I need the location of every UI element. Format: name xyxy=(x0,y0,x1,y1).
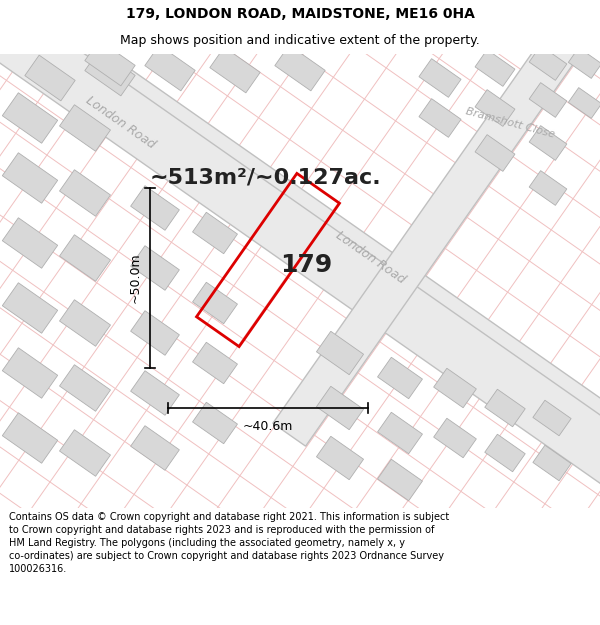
Polygon shape xyxy=(568,48,600,78)
Polygon shape xyxy=(0,0,600,562)
Polygon shape xyxy=(59,430,110,476)
Text: 179: 179 xyxy=(280,253,332,277)
Polygon shape xyxy=(145,45,195,91)
Text: Bramshott Close: Bramshott Close xyxy=(464,106,556,140)
Polygon shape xyxy=(2,348,58,398)
Polygon shape xyxy=(377,412,422,454)
Polygon shape xyxy=(434,418,476,457)
Polygon shape xyxy=(275,45,325,91)
Polygon shape xyxy=(59,105,110,151)
Polygon shape xyxy=(419,99,461,138)
Polygon shape xyxy=(59,300,110,346)
Polygon shape xyxy=(316,331,364,375)
Polygon shape xyxy=(533,400,571,436)
Polygon shape xyxy=(434,368,476,408)
Polygon shape xyxy=(2,92,58,143)
Polygon shape xyxy=(316,436,364,480)
Text: ~50.0m: ~50.0m xyxy=(129,253,142,303)
Polygon shape xyxy=(59,365,110,411)
Text: London Road: London Road xyxy=(83,94,157,152)
Polygon shape xyxy=(485,389,525,427)
Polygon shape xyxy=(59,235,110,281)
Text: London Road: London Road xyxy=(333,229,407,287)
Polygon shape xyxy=(59,170,110,216)
Polygon shape xyxy=(273,0,600,446)
Polygon shape xyxy=(2,282,58,333)
Polygon shape xyxy=(85,40,135,86)
Polygon shape xyxy=(568,88,600,118)
Polygon shape xyxy=(475,134,515,171)
Polygon shape xyxy=(2,217,58,268)
Polygon shape xyxy=(475,49,515,86)
Text: 179, LONDON ROAD, MAIDSTONE, ME16 0HA: 179, LONDON ROAD, MAIDSTONE, ME16 0HA xyxy=(125,6,475,21)
Text: Map shows position and indicative extent of the property.: Map shows position and indicative extent… xyxy=(120,34,480,47)
Polygon shape xyxy=(316,386,364,430)
Polygon shape xyxy=(131,246,179,290)
Polygon shape xyxy=(533,445,571,481)
Text: ~513m²/~0.127ac.: ~513m²/~0.127ac. xyxy=(150,168,382,188)
Polygon shape xyxy=(475,89,515,126)
Polygon shape xyxy=(210,47,260,93)
Polygon shape xyxy=(419,59,461,98)
Polygon shape xyxy=(529,82,567,118)
Polygon shape xyxy=(529,171,567,206)
Polygon shape xyxy=(25,55,75,101)
Polygon shape xyxy=(131,186,179,230)
Polygon shape xyxy=(2,152,58,203)
Polygon shape xyxy=(2,412,58,463)
Polygon shape xyxy=(193,213,238,254)
Text: Contains OS data © Crown copyright and database right 2021. This information is : Contains OS data © Crown copyright and d… xyxy=(9,511,449,574)
Polygon shape xyxy=(377,459,422,501)
Polygon shape xyxy=(529,126,567,161)
Polygon shape xyxy=(193,342,238,384)
Polygon shape xyxy=(485,434,525,472)
Polygon shape xyxy=(131,371,179,415)
Text: ~40.6m: ~40.6m xyxy=(243,420,293,433)
Polygon shape xyxy=(377,357,422,399)
Polygon shape xyxy=(529,46,567,81)
Polygon shape xyxy=(193,402,238,444)
Polygon shape xyxy=(85,50,135,96)
Polygon shape xyxy=(131,426,179,470)
Polygon shape xyxy=(193,282,238,324)
Polygon shape xyxy=(131,311,179,355)
